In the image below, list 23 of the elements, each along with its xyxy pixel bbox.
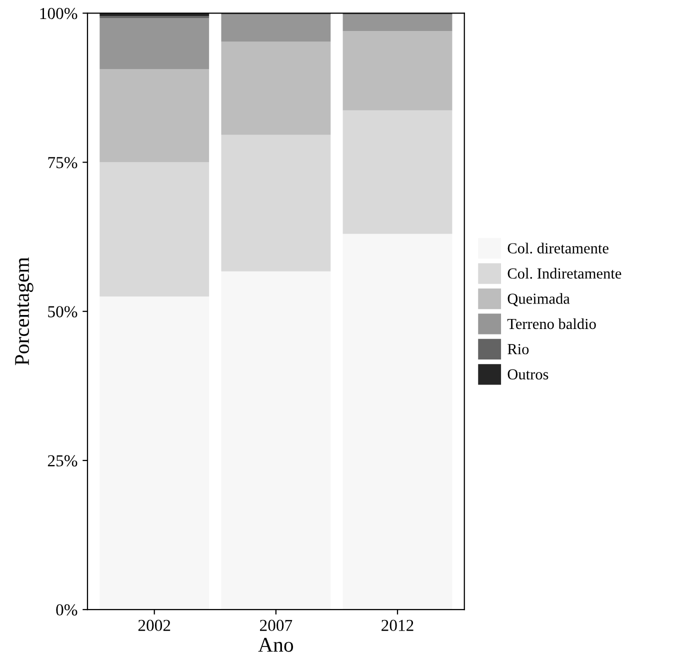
x-tick-label: 2012 [382,620,414,632]
y-tick-label: 25% [48,455,78,466]
legend-label: Terreno baldio [507,318,596,330]
y-tick-label: 50% [48,306,78,318]
y-axis-title: Porcentagem [15,257,34,366]
legend-label: Col. diretamente [508,242,608,254]
bar [221,42,331,135]
legend-label: Outros [508,369,548,380]
y-tick-label: 75% [48,156,78,168]
legend-label: Col. Indiretamente [508,268,622,279]
bar [342,110,452,234]
legend-label: Queimada [508,293,570,306]
y-tick-label: 0% [56,604,78,616]
bar [342,31,452,110]
bar [100,69,210,162]
x-axis-title: Ano [258,638,294,652]
bar [100,18,210,70]
x-tick-label: 2002 [138,620,170,632]
bar [221,14,331,42]
legend-label: Rio [508,344,529,354]
y-tick-label: 100% [40,8,78,20]
x-tick-label: 2007 [260,620,292,632]
bar [342,14,452,32]
